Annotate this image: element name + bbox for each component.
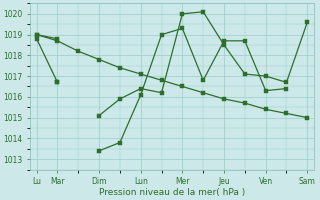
X-axis label: Pression niveau de la mer( hPa ): Pression niveau de la mer( hPa ) [99, 188, 245, 197]
